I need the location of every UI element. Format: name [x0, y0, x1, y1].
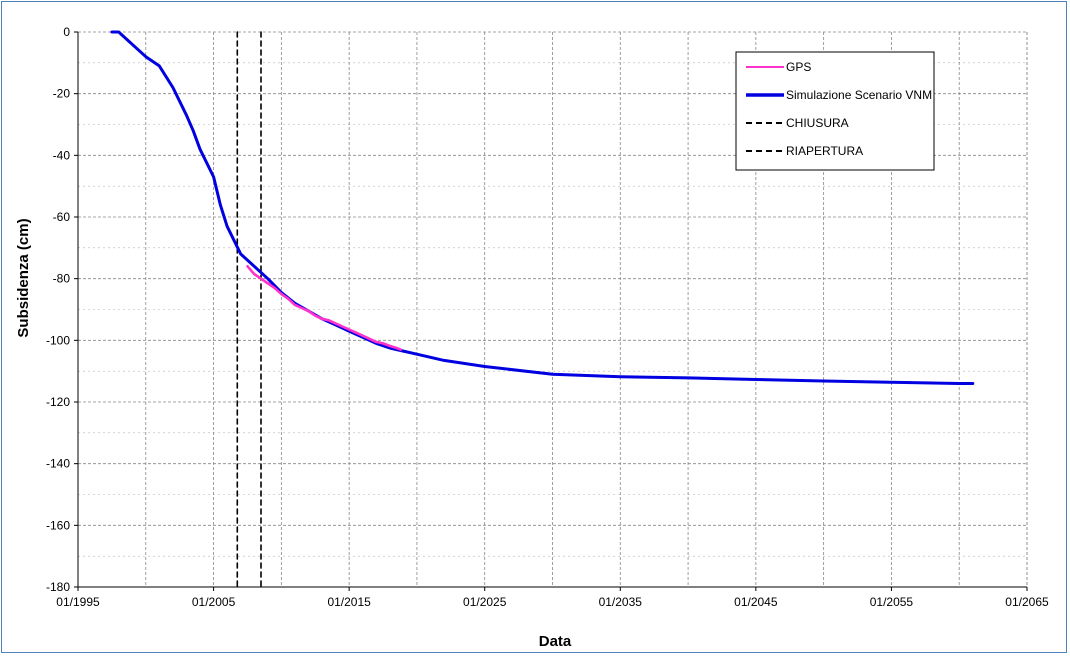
y-axis-title: Subsidenza (cm) — [15, 218, 32, 337]
x-tick-label: 01/2045 — [734, 595, 778, 609]
series-line-gps — [246, 264, 403, 351]
y-tick-label: -140 — [46, 457, 70, 471]
x-axis-title: Data — [539, 633, 572, 650]
y-tick-label: 0 — [63, 25, 70, 39]
y-tick-label: -160 — [46, 518, 70, 532]
y-tick-label: -40 — [53, 148, 71, 162]
x-tick-label: 01/2035 — [599, 595, 643, 609]
legend-label-riapertura: RIAPERTURA — [786, 144, 863, 158]
y-tick-label: -80 — [53, 272, 71, 286]
legend-label-gps: GPS — [786, 60, 811, 74]
x-tick-label: 01/1995 — [56, 595, 100, 609]
y-tick-label: -60 — [53, 210, 71, 224]
legend-label-simulazione-scenario-vnm: Simulazione Scenario VNM — [786, 88, 932, 102]
x-tick-label: 01/2025 — [463, 595, 507, 609]
y-tick-label: -20 — [53, 87, 71, 101]
legend-label-chiusura: CHIUSURA — [786, 116, 849, 130]
x-tick-label: 01/2005 — [192, 595, 236, 609]
y-tick-label: -180 — [46, 580, 70, 594]
series-layer — [110, 30, 975, 588]
x-tick-label: 01/2065 — [1005, 595, 1049, 609]
axes — [74, 31, 1028, 591]
x-tick-label: 01/2015 — [327, 595, 371, 609]
y-tick-label: -120 — [46, 395, 70, 409]
legend: GPS Simulazione Scenario VNM CHIUSURA RIAPE… — [735, 51, 935, 171]
y-tick-label: -100 — [46, 333, 70, 347]
x-tick-label: 01/2055 — [870, 595, 914, 609]
tick-labels: 0 -20 -40 -60 -80 -100 -120 -140 -160 -18001/1995… — [46, 25, 1049, 609]
